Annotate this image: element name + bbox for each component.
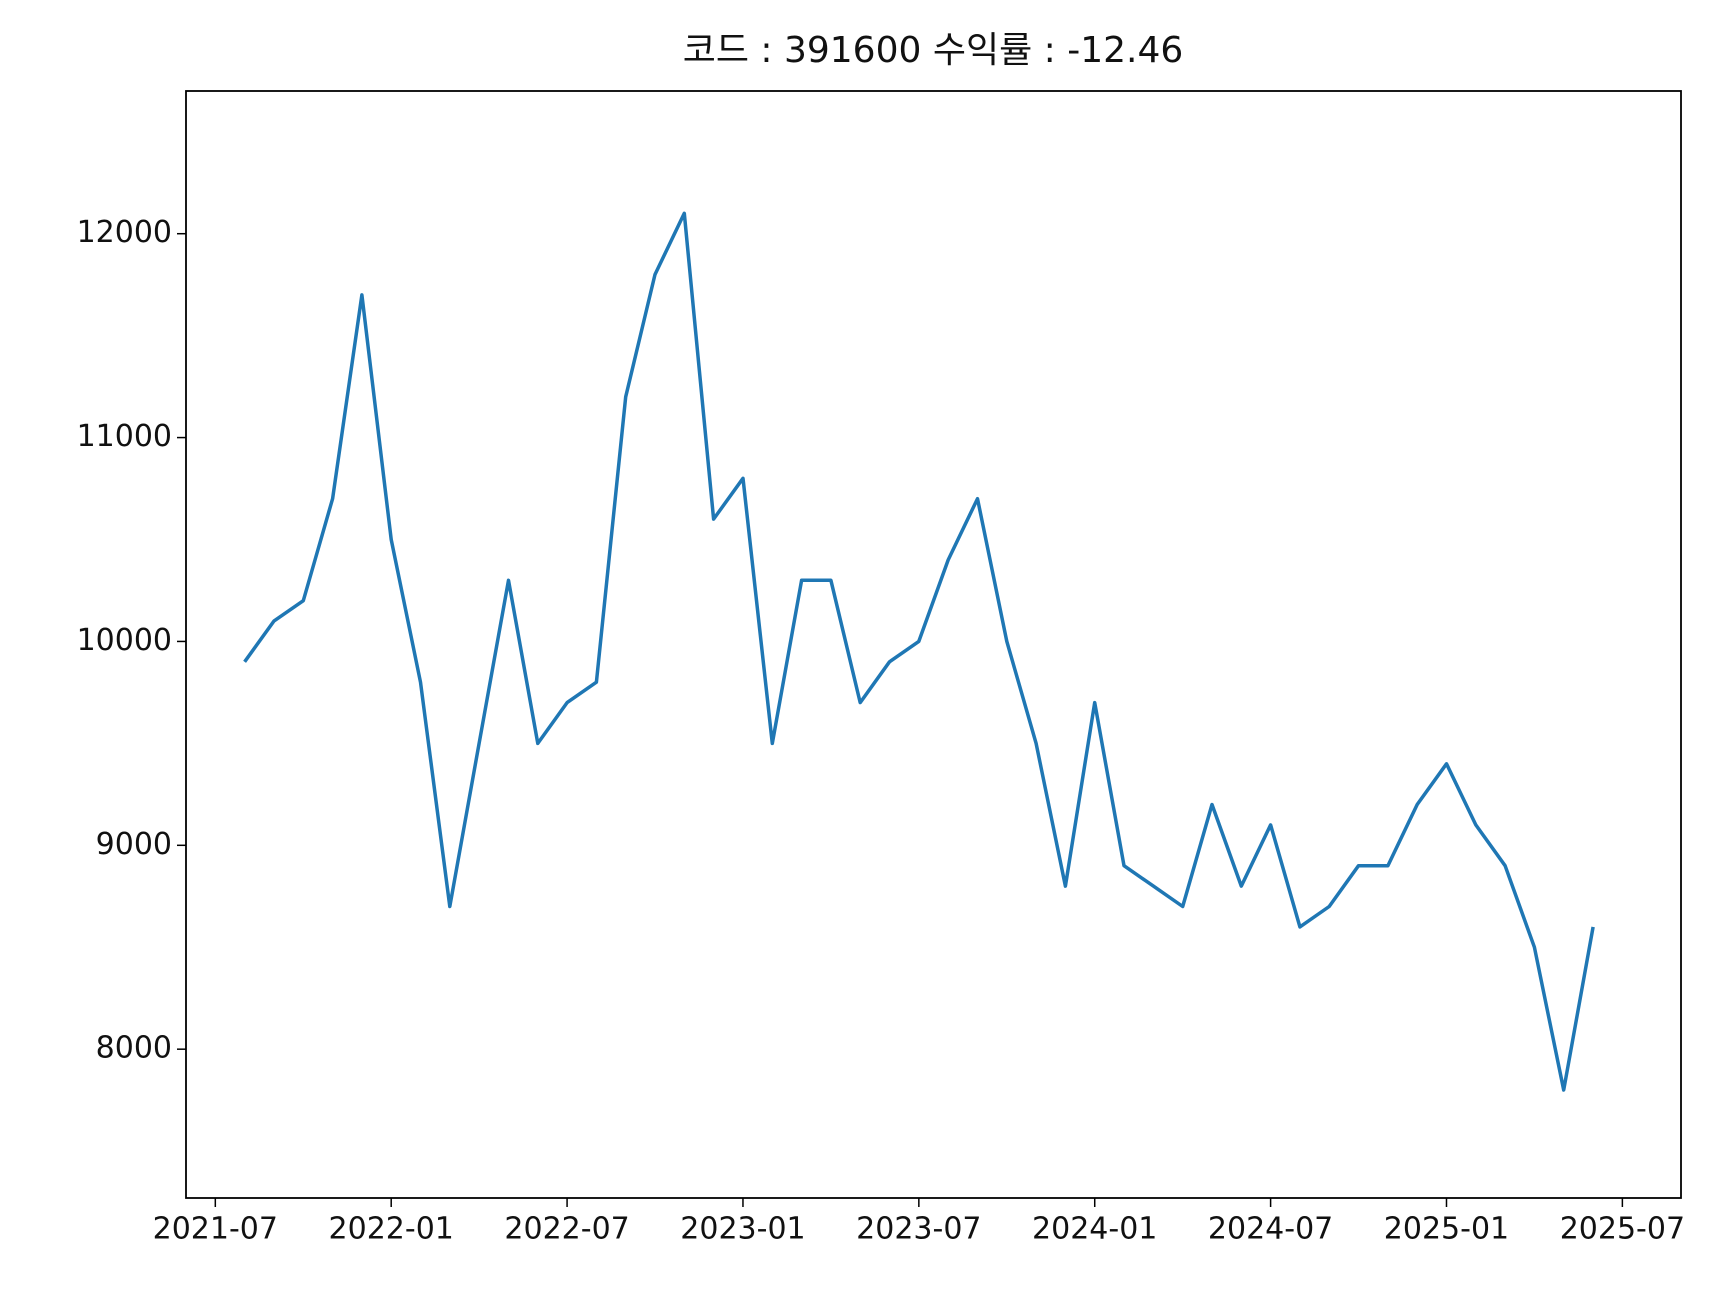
chart-title: 코드 : 391600 수익률 : -12.46 <box>683 30 1184 71</box>
y-tick-label: 11000 <box>77 419 172 454</box>
y-tick-label: 12000 <box>77 215 172 250</box>
y-tick-label: 9000 <box>96 827 172 862</box>
plot-frame <box>185 90 1682 1199</box>
x-tick-label: 2023-07 <box>856 1212 981 1247</box>
x-tick-label: 2023-01 <box>680 1212 805 1247</box>
y-tick-label: 10000 <box>77 623 172 658</box>
x-tick-label: 2025-01 <box>1384 1212 1509 1247</box>
x-tick-label: 2021-07 <box>153 1212 278 1247</box>
x-tick-label: 2022-07 <box>504 1212 629 1247</box>
y-tick-label: 8000 <box>96 1031 172 1066</box>
x-tick-label: 2025-07 <box>1560 1212 1685 1247</box>
x-tick-label: 2024-07 <box>1208 1212 1333 1247</box>
x-tick-label: 2024-01 <box>1032 1212 1157 1247</box>
price-line <box>243 211 1595 1092</box>
x-tick-label: 2022-01 <box>329 1212 454 1247</box>
